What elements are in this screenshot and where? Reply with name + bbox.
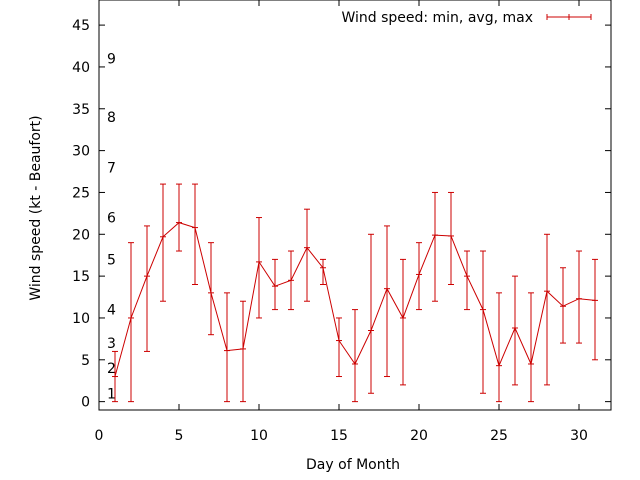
x-tick-label: 20	[410, 428, 428, 444]
data-point	[352, 309, 358, 403]
data-point	[576, 250, 582, 344]
data-point	[128, 242, 134, 403]
data-point	[432, 191, 438, 302]
data-point	[464, 250, 470, 311]
y-tick-label: 45	[72, 18, 90, 34]
data-point	[112, 350, 118, 403]
beaufort-label: 5	[107, 252, 116, 268]
data-point	[416, 242, 422, 311]
data-point	[208, 242, 214, 336]
data-point	[320, 258, 326, 285]
avg-line	[114, 222, 596, 377]
data-point	[528, 292, 534, 403]
y-axis-label: Wind speed (kt - Beaufort)	[28, 115, 44, 300]
data-point	[592, 258, 598, 361]
x-tick-label: 15	[330, 428, 348, 444]
y-tick-label: 10	[72, 311, 90, 327]
y-tick-label: 40	[72, 60, 90, 76]
data-point	[384, 225, 390, 378]
beaufort-label: 1	[107, 386, 116, 402]
x-tick-label: 30	[570, 428, 588, 444]
plot-frame	[98, 0, 612, 411]
beaufort-label: 4	[107, 303, 116, 319]
data-point	[304, 208, 310, 302]
error-bars	[112, 183, 598, 403]
y-tick-label: 30	[72, 144, 90, 160]
beaufort-label: 2	[107, 361, 116, 377]
y-tick-label: 5	[81, 353, 90, 369]
beaufort-label: 8	[107, 110, 116, 126]
data-point	[224, 292, 230, 403]
beaufort-label: 6	[107, 211, 116, 227]
x-tick-label: 10	[250, 428, 268, 444]
y-tick-label: 35	[72, 102, 90, 118]
y-tick-label: 15	[72, 269, 90, 285]
beaufort-label: 9	[107, 52, 116, 68]
legend-label: Wind speed: min, avg, max	[341, 10, 533, 26]
beaufort-label: 7	[107, 160, 116, 176]
x-tick-label: 5	[175, 428, 184, 444]
data-point	[144, 225, 150, 352]
data-point	[448, 191, 454, 285]
data-point	[496, 292, 502, 403]
data-point	[272, 258, 278, 311]
data-point	[336, 317, 342, 378]
data-point	[480, 250, 486, 394]
x-axis-label: Day of Month	[306, 457, 400, 473]
beaufort-labels: 1 2 3 4 5 6 7 8 9	[107, 52, 116, 403]
y-tick-label: 20	[72, 227, 90, 243]
data-point	[512, 275, 518, 386]
beaufort-label: 3	[107, 336, 116, 352]
data-point	[400, 258, 406, 386]
data-point	[240, 300, 246, 403]
legend-sample	[546, 14, 592, 20]
x-tick-label: 25	[490, 428, 508, 444]
data-point	[176, 183, 182, 252]
y-tick-label: 25	[72, 185, 90, 201]
x-tick-label: 0	[95, 428, 104, 444]
data-point	[256, 217, 262, 319]
data-point	[544, 233, 550, 386]
y-tick-label: 0	[81, 395, 90, 411]
legend: Wind speed: min, avg, max	[341, 10, 592, 26]
data-point	[368, 233, 374, 394]
